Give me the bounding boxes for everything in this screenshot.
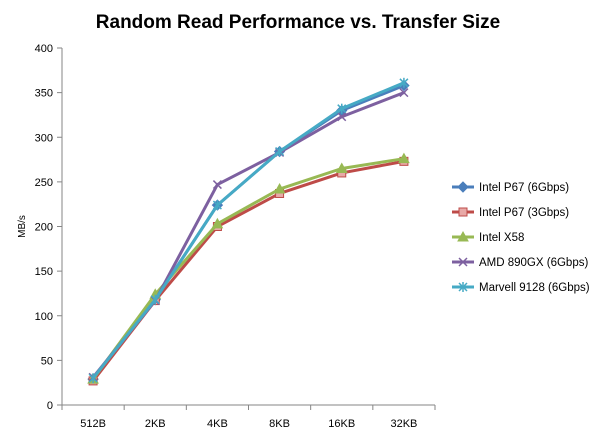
- legend-swatch-marker: [458, 282, 468, 292]
- series-line: [91, 81, 406, 380]
- data-point: [337, 103, 347, 114]
- data-point: [398, 152, 410, 164]
- legend-label: Intel P67 (6Gbps): [479, 182, 569, 194]
- series-3: [87, 152, 410, 384]
- y-tick-label: 150: [35, 266, 53, 278]
- legend-item: AMD 890GX (6Gbps): [452, 257, 588, 269]
- y-tick-label: 0: [47, 400, 53, 412]
- y-tick-label: 50: [41, 355, 53, 367]
- x-tick-label: 16KB: [328, 418, 355, 430]
- data-point: [88, 373, 98, 384]
- y-axis-label: MB/s: [17, 215, 28, 238]
- series-line: [91, 157, 406, 381]
- data-point: [275, 146, 285, 157]
- legend-item: Intel X58: [452, 230, 524, 244]
- series-line: [91, 83, 406, 381]
- marker-stroke: [337, 112, 347, 122]
- data-point: [211, 217, 224, 229]
- x-tick-label: 32KB: [390, 418, 417, 430]
- y-tick-label: 300: [35, 132, 53, 144]
- legend-item: Intel P67 (6Gbps): [452, 181, 569, 194]
- data-point: [212, 200, 222, 211]
- marker-stroke: [399, 88, 409, 98]
- x-tick-label: 4KB: [207, 418, 228, 430]
- series-4: [88, 88, 409, 382]
- legend: Intel P67 (6Gbps) Intel P67 (3Gbps) Intel …: [452, 181, 590, 294]
- legend-label: AMD 890GX (6Gbps): [479, 257, 588, 269]
- y-tick-label: 400: [35, 43, 53, 55]
- legend-label: Marvell 9128 (6Gbps): [479, 282, 590, 294]
- x-tick-label: 8KB: [269, 418, 290, 430]
- data-point: [150, 294, 160, 305]
- series-layer: [87, 77, 410, 386]
- series-2: [88, 156, 409, 386]
- legend-swatch-marker: [457, 181, 469, 193]
- series-5: [88, 77, 409, 384]
- data-point: [399, 77, 409, 88]
- legend-swatch-marker: [457, 230, 469, 242]
- series-line: [91, 159, 406, 383]
- axes: 0 50 100 150 200 250 300 350 400 512B 2KB 4KB 8KB 16K…: [35, 43, 436, 430]
- legend-label: Intel P67 (3Gbps): [479, 207, 569, 219]
- data-point: [337, 112, 347, 122]
- marker-stroke: [212, 180, 222, 190]
- legend-swatch-marker: [458, 257, 468, 267]
- legend-item: Marvell 9128 (6Gbps): [452, 282, 590, 294]
- series-1: [87, 79, 410, 385]
- data-point: [212, 180, 222, 190]
- y-tick-label: 350: [35, 88, 53, 100]
- series-line: [91, 91, 406, 379]
- chart-title: Random Read Performance vs. Transfer Siz…: [96, 12, 500, 33]
- y-tick-label: 100: [35, 311, 53, 323]
- legend-label: Intel X58: [479, 232, 524, 244]
- x-tick-label: 2KB: [145, 418, 166, 430]
- y-tick-label: 200: [35, 222, 53, 234]
- legend-swatch-marker: [458, 207, 468, 217]
- y-tick-label: 250: [35, 177, 53, 189]
- data-point: [399, 88, 409, 98]
- legend-item: Intel P67 (3Gbps): [452, 207, 569, 219]
- data-point: [335, 162, 348, 173]
- x-tick-label: 512B: [80, 418, 106, 430]
- marker-stroke: [458, 257, 468, 267]
- data-point: [273, 182, 286, 194]
